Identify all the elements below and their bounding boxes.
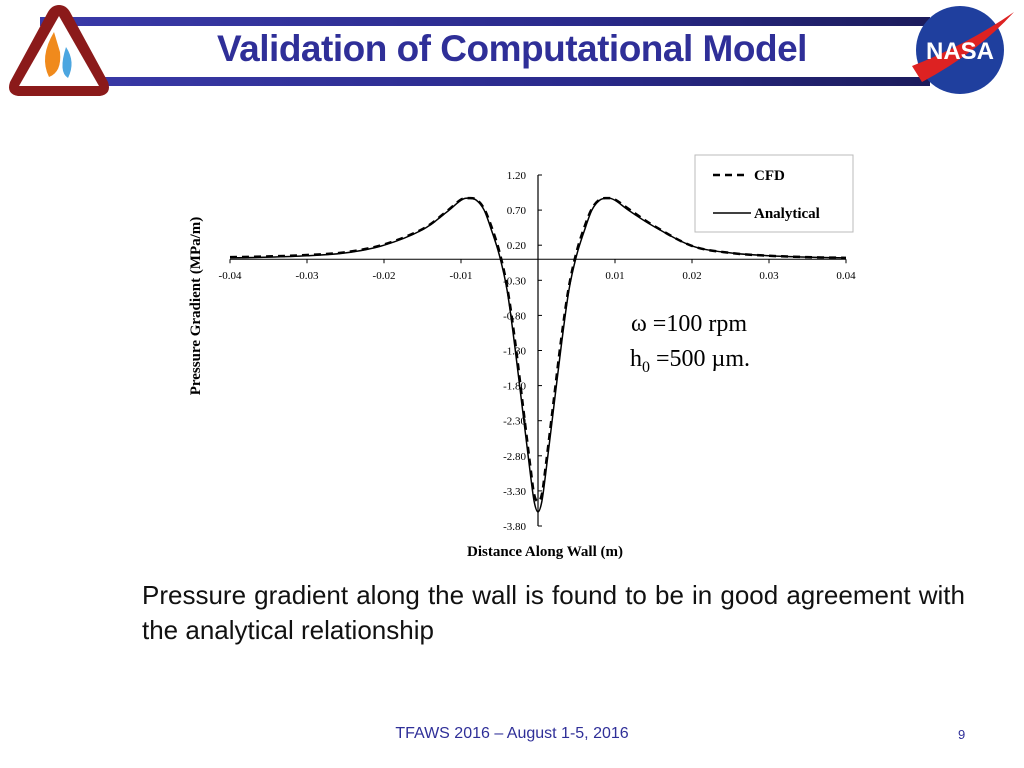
x-axis-label: Distance Along Wall (m) — [467, 544, 623, 560]
legend-analytical-label: Analytical — [754, 206, 820, 222]
series-line-cfd — [229, 196, 847, 503]
header-bar-top — [40, 17, 930, 26]
y-tick-label: -1.80 — [503, 381, 526, 393]
x-tick-label: -0.04 — [219, 270, 242, 282]
legend: CFD Analytical — [694, 154, 854, 233]
x-tick-label: 0.01 — [605, 270, 624, 282]
header-bar-bottom — [40, 77, 930, 86]
y-tick-label: -3.30 — [503, 486, 526, 498]
y-tick-label: 0.20 — [507, 240, 527, 252]
annotation-h0: h0 =500 µm. — [630, 346, 750, 376]
svg-text:NASA: NASA — [926, 38, 994, 65]
page-title: Validation of Computational Model — [217, 28, 807, 69]
body-text: Pressure gradient along the wall is foun… — [142, 580, 965, 645]
annotation-omega: ω =100 rpm — [631, 311, 747, 337]
y-tick-label: -3.80 — [503, 521, 526, 533]
x-tick-label: -0.02 — [373, 270, 396, 282]
page-number: 9 — [958, 727, 966, 742]
y-tick-label: -2.80 — [503, 451, 526, 463]
x-tick-label: 0.03 — [759, 270, 779, 282]
y-tick-label: 0.70 — [507, 205, 527, 217]
y-tick-label: -0.80 — [503, 310, 526, 322]
legend-cfd-label: CFD — [754, 168, 785, 184]
footer-text: TFAWS 2016 – August 1-5, 2016 — [395, 725, 629, 742]
nasa-logo: NASA — [912, 6, 1014, 94]
x-tick-label: 0.02 — [682, 270, 701, 282]
x-tick-label: -0.01 — [450, 270, 473, 282]
y-axis-label: Pressure Gradient (MPa/m) — [188, 217, 204, 396]
tfaws-logo — [9, 5, 109, 96]
series-line-analytical — [229, 197, 847, 513]
x-tick-label: 0.04 — [836, 270, 856, 282]
y-tick-label: -2.30 — [503, 416, 526, 428]
x-tick-label: -0.03 — [296, 270, 319, 282]
y-tick-label: -0.30 — [503, 275, 526, 287]
y-tick-label: 1.20 — [507, 170, 527, 182]
